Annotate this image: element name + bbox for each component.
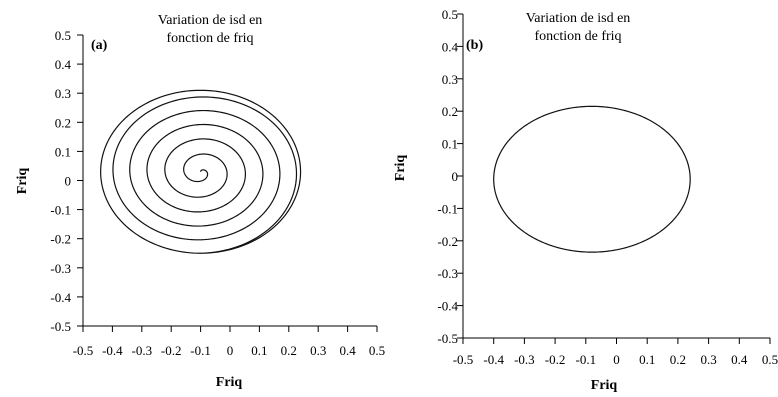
chart-panel-a: Variation de isd en fonction de friq (a)… xyxy=(15,13,385,390)
y-tick-label: 0.2 xyxy=(55,115,71,130)
x-tick-label: 0.2 xyxy=(670,352,686,367)
y-tick-label: -0.1 xyxy=(50,203,71,218)
y-tick-label: 0.1 xyxy=(55,144,71,159)
chart-panel-b: Variation de isd en fonction de friq (b)… xyxy=(393,7,778,393)
y-tick-label: -0.1 xyxy=(437,201,458,216)
y-tick-label: -0.3 xyxy=(50,261,71,276)
x-axis-label: Friq xyxy=(591,378,618,393)
y-ticks: 0.5 0.4 0.3 0.2 0.1 0 -0.1 -0.2 -0.3 -0.4 -0.5 xyxy=(50,28,83,334)
chart-title-line-2: fonction de friq xyxy=(166,31,253,46)
x-tick-label: 0 xyxy=(227,343,234,358)
y-tick-label: -0.5 xyxy=(50,319,71,334)
x-tick-label: -0.4 xyxy=(483,352,504,367)
y-axis-label: Friq xyxy=(15,168,30,195)
panel-label: (a) xyxy=(91,38,108,53)
y-tick-label: 0.4 xyxy=(442,39,459,54)
x-tick-label: 0.4 xyxy=(731,352,748,367)
x-tick-label: 0.1 xyxy=(639,352,655,367)
x-tick-label: 0.5 xyxy=(762,352,778,367)
x-tick-label: 0.2 xyxy=(281,343,297,358)
y-tick-label: 0.4 xyxy=(55,57,72,72)
x-tick-label: -0.5 xyxy=(453,352,474,367)
y-ticks: 0.5 0.4 0.3 0.2 0.1 0 -0.1 -0.2 -0.3 -0.4 -0.5 xyxy=(437,7,463,346)
x-tick-label: 0 xyxy=(613,352,620,367)
y-tick-label: -0.2 xyxy=(437,234,458,249)
y-tick-label: 0.1 xyxy=(442,137,458,152)
chart-title-line-1: Variation de isd en xyxy=(526,11,631,26)
y-tick-label: -0.2 xyxy=(50,232,71,247)
y-tick-label: 0.3 xyxy=(55,86,71,101)
x-ticks: -0.5 -0.4 -0.3 -0.2 -0.1 0 0.1 0.2 0.3 0.4 0.5 xyxy=(73,326,385,358)
x-tick-label: 0.4 xyxy=(339,343,356,358)
y-tick-label: -0.4 xyxy=(437,299,458,314)
x-tick-label: -0.3 xyxy=(132,343,153,358)
x-ticks: -0.5 -0.4 -0.3 -0.2 -0.1 0 0.1 0.2 0.3 0.4 0.5 xyxy=(453,338,778,367)
y-tick-label: 0 xyxy=(452,169,459,184)
circle-trace xyxy=(493,105,691,253)
y-tick-label: 0.5 xyxy=(442,7,458,22)
y-tick-label: -0.5 xyxy=(437,331,458,346)
x-tick-label: 0.5 xyxy=(369,343,385,358)
y-tick-label: 0 xyxy=(65,174,72,189)
chart-title-line-1: Variation de isd en xyxy=(158,13,263,28)
x-axis-label: Friq xyxy=(216,375,243,390)
y-tick-label: 0.5 xyxy=(55,28,71,43)
x-tick-label: -0.1 xyxy=(576,352,597,367)
x-tick-label: -0.2 xyxy=(545,352,566,367)
y-tick-label: 0.2 xyxy=(442,104,458,119)
x-tick-label: 0.1 xyxy=(251,343,267,358)
x-tick-label: -0.5 xyxy=(73,343,94,358)
y-tick-label: 0.3 xyxy=(442,72,458,87)
x-tick-label: -0.2 xyxy=(161,343,182,358)
x-tick-label: -0.1 xyxy=(190,343,211,358)
x-tick-label: -0.4 xyxy=(102,343,123,358)
chart-title-line-2: fonction de friq xyxy=(534,29,621,44)
y-tick-label: -0.4 xyxy=(50,290,71,305)
spiral-trace xyxy=(100,89,302,254)
panel-label: (b) xyxy=(466,38,483,53)
x-tick-label: -0.3 xyxy=(514,352,535,367)
y-axis-label: Friq xyxy=(393,155,408,182)
x-tick-label: 0.3 xyxy=(310,343,326,358)
x-tick-label: 0.3 xyxy=(700,352,716,367)
y-tick-label: -0.3 xyxy=(437,266,458,281)
